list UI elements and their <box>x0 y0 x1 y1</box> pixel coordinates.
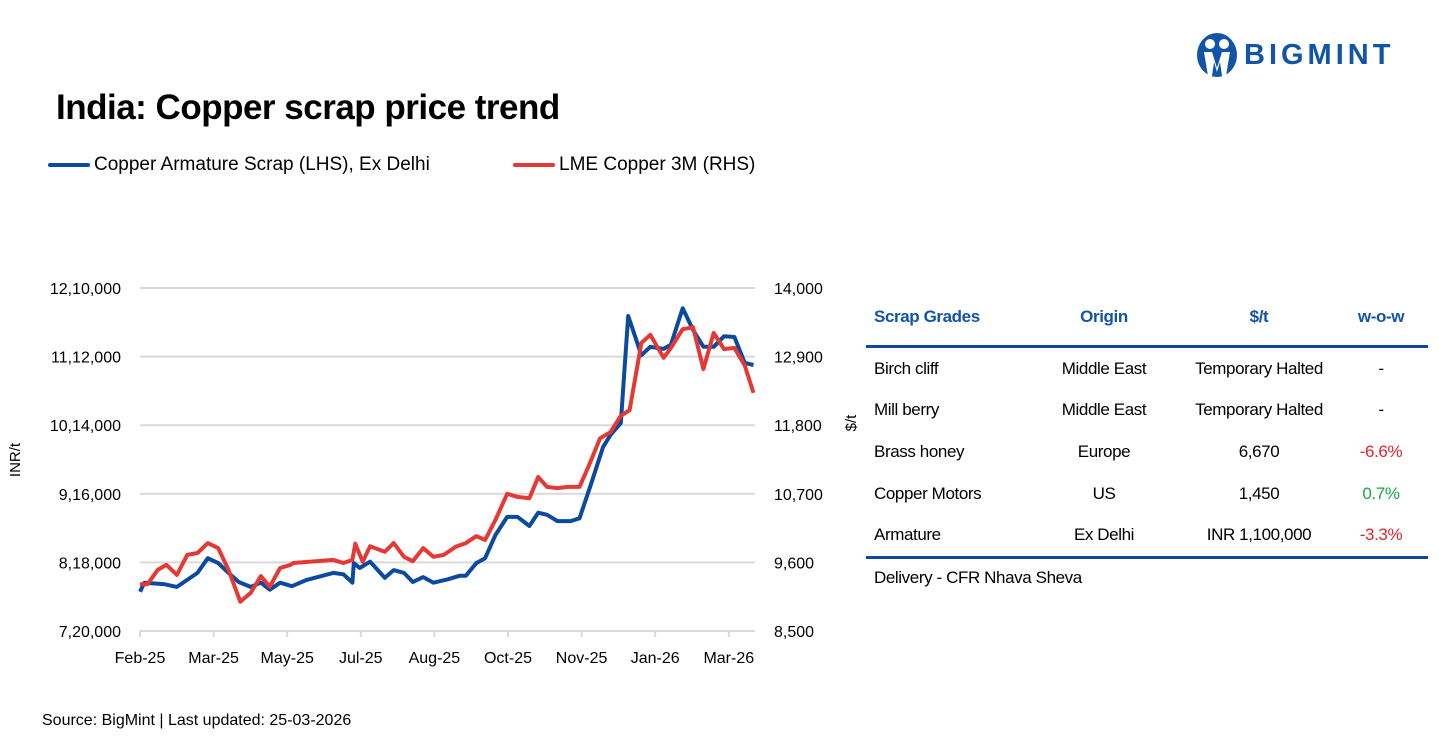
left-tick-label: 11,12,000 <box>51 350 121 367</box>
grade-cell: Birch cliff <box>874 358 939 378</box>
grade-cell: Brass honey <box>874 441 965 461</box>
right-tick-label: 9,600 <box>774 555 814 572</box>
x-tick-label: Mar-25 <box>188 650 239 667</box>
x-tick-label: May-25 <box>261 650 314 667</box>
right-tick-label: 10,700 <box>774 487 823 504</box>
price-cell: 6,670 <box>1238 441 1280 461</box>
left-tick-label: 8,18,000 <box>59 555 121 572</box>
series-lines <box>138 306 756 604</box>
wow-cell: -3.3% <box>1334 514 1428 559</box>
grade-cell: Mill berry <box>874 400 939 420</box>
left-tick-label: 12,10,000 <box>50 281 121 298</box>
origin-cell: Europe <box>1077 441 1131 461</box>
left-tick-label: 10,14,000 <box>50 418 121 435</box>
right-tick-label: 12,900 <box>774 350 823 367</box>
legend-item-lme-copper: LME Copper 3M (RHS) <box>513 154 755 176</box>
legend-label: Copper Armature Scrap (LHS), Ex Delhi <box>94 154 430 175</box>
legend-label: LME Copper 3M (RHS) <box>559 154 756 175</box>
header-price: $/t <box>1184 288 1334 348</box>
origin-cell: Middle East <box>1061 358 1147 378</box>
right-tick-label: 14,000 <box>774 281 823 298</box>
logo-text: BIGMINT <box>1244 38 1395 71</box>
left-axis-ticks: 7,20,000 8,18,000 9,16,000 10,14,000 11,12,0… <box>50 281 121 641</box>
x-tick-label: Jul-25 <box>339 650 383 667</box>
left-tick-label: 9,16,000 <box>59 487 121 504</box>
bigmint-logo: BIGMINT <box>1196 32 1394 78</box>
price-cell: INR 1,100,000 <box>1184 514 1334 559</box>
x-tick-label: Feb-25 <box>115 650 166 667</box>
table-row: Mill berry Middle East Temporary Halted - <box>866 390 1428 432</box>
x-tick-label: Mar-26 <box>703 650 754 667</box>
source-note: Source: BigMint | Last updated: 25-03-20… <box>42 712 352 729</box>
right-tick-label: 11,800 <box>774 418 822 435</box>
table-row: Brass honey Europe 6,670 -6.6% <box>866 431 1428 473</box>
x-tick-label: Aug-25 <box>409 650 461 667</box>
right-axis-title: $/t <box>843 414 860 432</box>
x-tick-label: Oct-25 <box>484 650 532 667</box>
table-row: Armature Ex Delhi INR 1,100,000 -3.3% <box>866 514 1428 559</box>
table-row: Copper Motors US 1,450 0.7% <box>866 473 1428 515</box>
grade-cell: Armature <box>866 514 1024 559</box>
scrap-grades-table: Scrap Grades Origin $/t w-o-w Birch clif… <box>866 288 1428 559</box>
origin-cell: Middle East <box>1061 400 1147 420</box>
x-tick-label: Nov-25 <box>556 650 608 667</box>
legend-swatch-red <box>513 163 555 167</box>
legend-swatch-blue <box>48 163 90 167</box>
wow-cell: - <box>1378 358 1384 378</box>
price-cell: 1,450 <box>1238 483 1280 503</box>
wow-cell: - <box>1378 400 1384 420</box>
price-cell: Temporary Halted <box>1195 358 1323 378</box>
lme-copper-line <box>140 325 756 604</box>
left-axis-title: INR/t <box>7 442 24 477</box>
x-tick-label: Jan-26 <box>631 650 680 667</box>
bigmint-people-icon <box>1197 33 1237 77</box>
table-header-row: Scrap Grades Origin $/t w-o-w <box>866 288 1428 348</box>
right-tick-label: 8,500 <box>774 624 814 641</box>
price-cell: Temporary Halted <box>1195 400 1323 420</box>
table-row: Birch cliff Middle East Temporary Halted - <box>866 347 1428 390</box>
wow-cell: 0.7% <box>1362 483 1400 503</box>
origin-cell: Ex Delhi <box>1024 514 1184 559</box>
gridlines <box>140 287 755 632</box>
delivery-footnote: Delivery - CFR Nhava Sheva <box>874 568 1082 587</box>
origin-cell: US <box>1092 483 1116 503</box>
right-axis-ticks: 8,500 9,600 10,700 11,800 12,900 14,000 <box>774 281 823 641</box>
header-wow: w-o-w <box>1334 288 1428 348</box>
armature-scrap-line <box>138 306 754 593</box>
page-title: India: Copper scrap price trend <box>56 88 560 127</box>
x-axis-ticks: Feb-25 Mar-25 May-25 Jul-25 Aug-25 Oct-25 Nov-… <box>115 631 754 667</box>
legend-item-armature-scrap: Copper Armature Scrap (LHS), Ex Delhi <box>48 154 430 176</box>
header-origin: Origin <box>1024 288 1184 348</box>
wow-cell: -6.6% <box>1359 441 1403 461</box>
grade-cell: Copper Motors <box>874 483 982 503</box>
header-scrap-grades: Scrap Grades <box>866 288 1024 348</box>
left-tick-label: 7,20,000 <box>59 624 121 641</box>
